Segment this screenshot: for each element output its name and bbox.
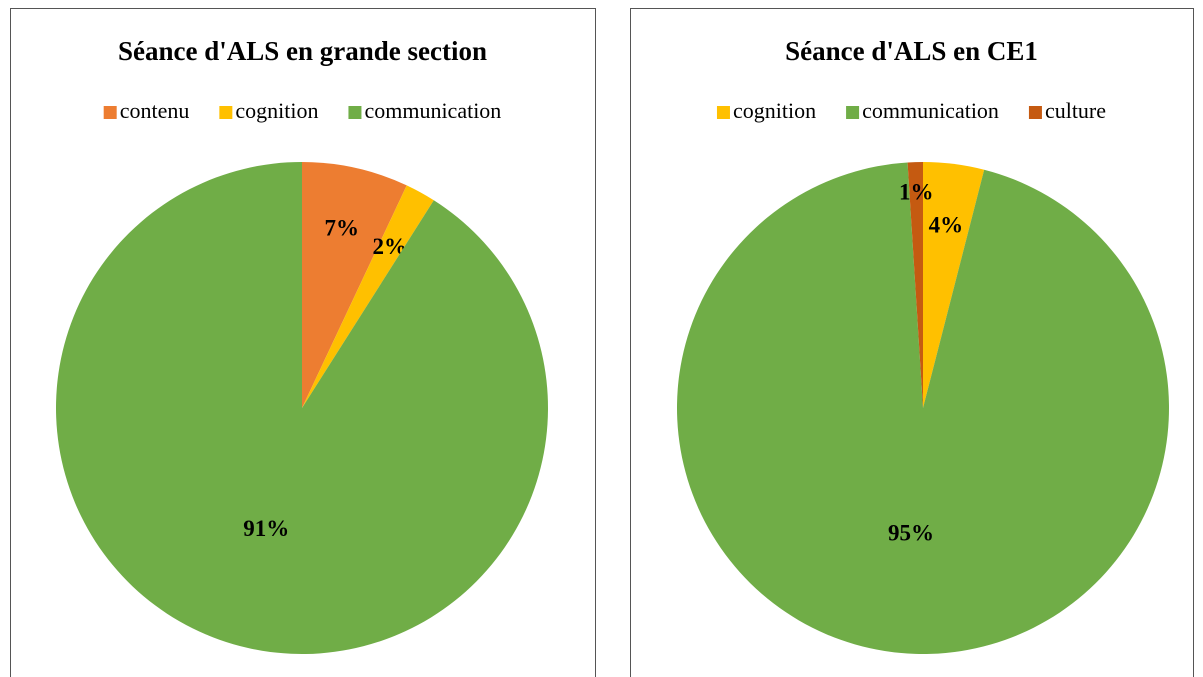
legend-label: culture: [1045, 98, 1106, 123]
chart-title: Séance d'ALS en grande section: [118, 36, 487, 66]
legend-label: communication: [364, 98, 501, 123]
legend-label: communication: [862, 98, 999, 123]
data-label: 1%: [899, 179, 934, 204]
pie-slice: [677, 162, 1169, 654]
chart-title: Séance d'ALS en CE1: [785, 36, 1038, 66]
legend-swatch: [219, 106, 233, 119]
legend-swatch: [1028, 106, 1042, 119]
legend-swatch: [846, 106, 860, 119]
legend-swatch: [348, 106, 362, 119]
data-label: 95%: [888, 521, 934, 546]
pie-slice: [907, 162, 923, 408]
data-label: 4%: [929, 213, 964, 238]
legend-label: cognition: [733, 98, 816, 123]
pie-slice: [302, 162, 407, 408]
data-label: 91%: [243, 516, 289, 541]
legend-swatch: [716, 106, 730, 119]
data-label: 7%: [324, 216, 359, 241]
legend-swatch: [103, 106, 117, 119]
pie-slice: [55, 162, 548, 654]
legend-label: contenu: [120, 98, 190, 123]
pie-slice: [923, 162, 985, 408]
pie-slice: [302, 185, 434, 408]
legend-label: cognition: [235, 98, 318, 123]
